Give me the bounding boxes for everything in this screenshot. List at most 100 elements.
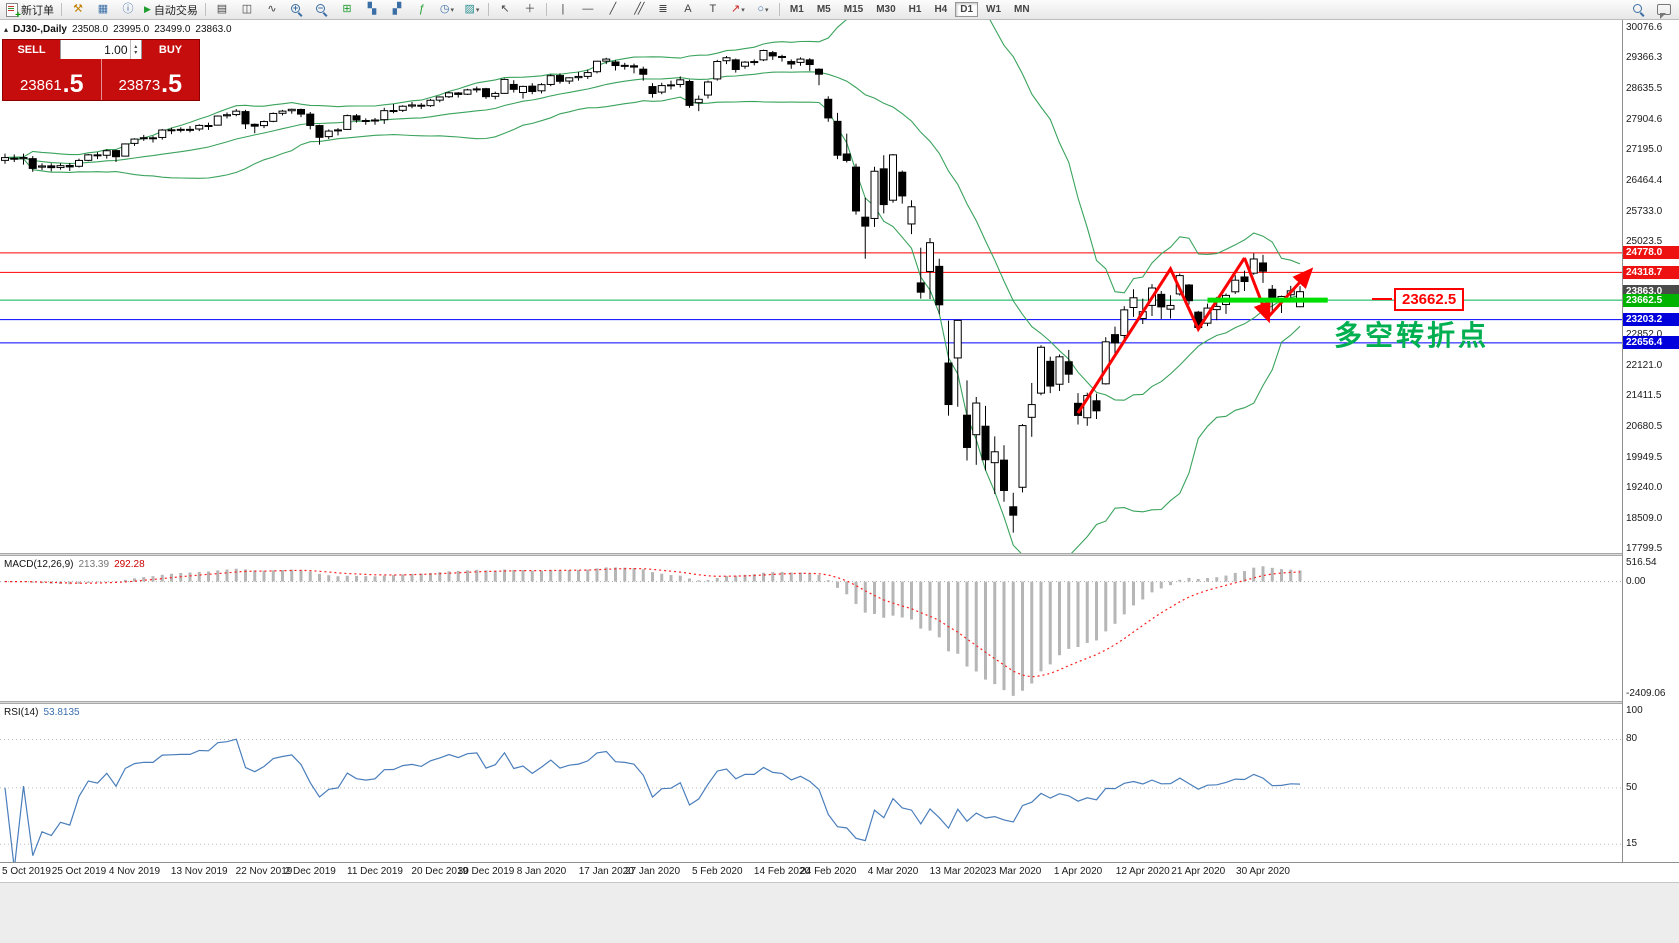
search-icon xyxy=(1633,3,1645,16)
play-icon: ▶ xyxy=(144,4,151,14)
axis-label: 20680.5 xyxy=(1626,420,1663,432)
macd-canvas[interactable] xyxy=(0,556,1622,701)
auto-trading-button[interactable]: ▶ 自动交易 xyxy=(141,0,201,19)
date-label: 12 Apr 2020 xyxy=(1115,866,1170,877)
channel-button[interactable]: ╱╱ xyxy=(626,0,650,19)
axis-label: 516.54 xyxy=(1626,557,1657,568)
fibonacci-button[interactable]: ≣ xyxy=(651,0,675,19)
indicators-button[interactable]: ƒ xyxy=(410,0,434,19)
macd-name: MACD(12,26,9) xyxy=(4,559,74,570)
window-bottom-area xyxy=(0,882,1679,943)
buy-price-main: 23873 xyxy=(118,77,161,94)
crosshair-button[interactable]: ＋ xyxy=(518,0,542,19)
trend-arrow-down[interactable] xyxy=(1243,257,1271,324)
volume-down-button[interactable]: ▾ xyxy=(134,49,138,56)
pane-splitter[interactable] xyxy=(0,553,1679,556)
axis-label: 26464.4 xyxy=(1626,175,1663,187)
text-button[interactable]: A xyxy=(676,0,700,19)
timeframe-m15[interactable]: M15 xyxy=(843,4,864,15)
pane-splitter[interactable] xyxy=(0,701,1679,704)
axis-label: 80 xyxy=(1626,733,1638,745)
data-window-button[interactable]: ⓘ xyxy=(116,0,140,19)
metaeditor-button[interactable]: ▦ xyxy=(91,0,115,19)
vertical-line-button[interactable]: | xyxy=(551,0,575,19)
timeframe-m5[interactable]: M5 xyxy=(816,4,831,15)
rsi-label: RSI(14) 53.8135 xyxy=(4,707,80,718)
price-callout[interactable]: 23662.5 xyxy=(1394,288,1465,311)
price-tag: 23662.5 xyxy=(1623,293,1679,307)
new-order-label: 新订单 xyxy=(21,4,54,17)
template-icon: ▨ xyxy=(464,3,475,15)
tile-windows-button[interactable]: ⊞ xyxy=(335,0,359,19)
hammer-icon: ⚒ xyxy=(73,3,83,15)
chart-window: ▴ DJ30-,Daily 23508.0 23995.0 23499.0 23… xyxy=(0,20,1679,943)
price-axis[interactable]: 30076.6 29366.3 28635.5 27904.6 27195.0 26464… xyxy=(1622,20,1679,862)
timeframe-h1[interactable]: H1 xyxy=(908,4,922,15)
buy-price-button[interactable]: 23873 .5 xyxy=(101,59,199,100)
sell-price-button[interactable]: 23861 .5 xyxy=(3,59,102,100)
time-axis[interactable]: 5 Oct 2019 25 Oct 2019 4 Nov 2019 13 Nov 20… xyxy=(0,862,1679,882)
bollinger-band[interactable] xyxy=(4,20,1301,294)
shapes-button[interactable]: ○ ▾ xyxy=(751,0,775,19)
buy-button[interactable]: BUY xyxy=(142,40,199,59)
text-label-button[interactable]: T xyxy=(701,0,725,19)
annotation-text[interactable]: 多空转折点 xyxy=(1334,320,1490,351)
axis-label: 19949.5 xyxy=(1626,451,1663,463)
toolbar-separator xyxy=(545,3,547,16)
line-chart-button[interactable]: ∿ xyxy=(260,0,284,19)
new-order-button[interactable]: 新订单 xyxy=(3,0,57,20)
search-button[interactable] xyxy=(1627,0,1651,19)
arrows-button[interactable]: ↗ ▾ xyxy=(726,0,750,19)
toolbar-separator xyxy=(204,3,206,16)
trendline-button[interactable]: ╱ xyxy=(601,0,625,19)
rsi-pane[interactable]: RSI(14) 53.8135 xyxy=(0,704,1622,862)
periods-button[interactable]: ◷ ▾ xyxy=(435,0,459,19)
price-chart-canvas[interactable] xyxy=(0,20,1622,553)
templates-button[interactable]: ▨ ▾ xyxy=(460,0,484,19)
rsi-canvas[interactable] xyxy=(0,704,1622,862)
date-label: 24 Feb 2020 xyxy=(800,866,857,877)
bollinger-band[interactable] xyxy=(4,71,1301,401)
zoom-out-button[interactable]: − xyxy=(310,0,334,19)
zoom-in-button[interactable]: + xyxy=(285,0,309,19)
bar-chart-icon: ▤ xyxy=(216,3,228,15)
axis-label: 15 xyxy=(1626,838,1638,850)
axis-label: 0.00 xyxy=(1626,575,1646,587)
trade-panel-expander-icon[interactable]: ▴ xyxy=(4,25,9,34)
trend-zigzag[interactable] xyxy=(1076,257,1246,414)
timeframe-mn[interactable]: MN xyxy=(1014,4,1030,15)
timeframe-h4[interactable]: H4 xyxy=(934,4,948,15)
strategy-tester-button[interactable]: ⚒ xyxy=(66,0,90,19)
timeframe-m30[interactable]: M30 xyxy=(876,4,896,15)
timeframe-d1[interactable]: D1 xyxy=(955,2,979,17)
date-label: 1 Apr 2020 xyxy=(1053,866,1103,877)
bollinger-band[interactable] xyxy=(4,96,1301,553)
candlestick-chart-button[interactable]: ◫ xyxy=(235,0,259,19)
axis-label: 50 xyxy=(1626,781,1638,793)
main-chart-pane[interactable]: ▴ DJ30-,Daily 23508.0 23995.0 23499.0 23… xyxy=(0,20,1622,553)
rsi-name: RSI(14) xyxy=(4,707,39,718)
cascade-windows-button[interactable]: ▞ xyxy=(385,0,409,19)
timeframe-m1[interactable]: M1 xyxy=(789,4,804,15)
bar-chart-button[interactable]: ▤ xyxy=(210,0,234,19)
axis-label: 29366.3 xyxy=(1626,52,1663,64)
volume-input[interactable] xyxy=(61,40,130,59)
cursor-button[interactable]: ↖ xyxy=(493,0,517,19)
sell-button[interactable]: SELL xyxy=(3,40,60,59)
date-label: 13 Mar 2020 xyxy=(929,866,986,877)
horizontal-line-button[interactable]: — xyxy=(576,0,600,19)
axis-label: 22852.0 xyxy=(1626,328,1663,340)
chat-icon xyxy=(1657,4,1671,19)
macd-pane[interactable]: MACD(12,26,9) 213.39 292.28 xyxy=(0,556,1622,701)
macd-signal-line xyxy=(5,567,1301,678)
date-label: 4 Mar 2020 xyxy=(867,866,919,877)
chat-button[interactable] xyxy=(1652,0,1676,19)
arrange-charts-button[interactable]: ▚ xyxy=(360,0,384,19)
timeframe-w1[interactable]: W1 xyxy=(986,4,1002,15)
chevron-down-icon: ▾ xyxy=(764,6,769,14)
trend-arrow-up[interactable] xyxy=(1266,267,1314,319)
volume-up-button[interactable]: ▴ xyxy=(134,43,138,50)
macd-main-value: 213.39 xyxy=(78,559,110,570)
axis-label: 25733.0 xyxy=(1626,206,1663,218)
rsi-value: 53.8135 xyxy=(43,707,80,718)
